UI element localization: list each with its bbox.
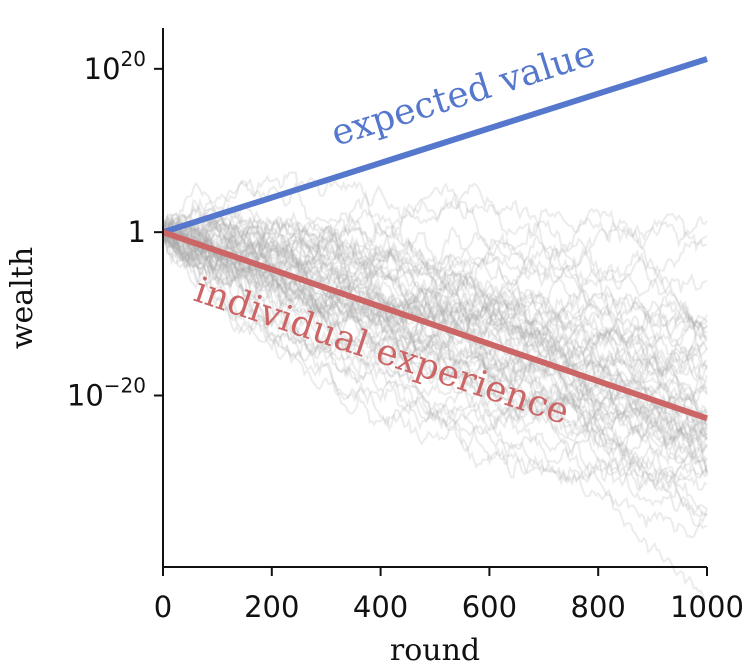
x-tick-label: 0 <box>154 590 172 624</box>
simulated-path <box>163 222 708 456</box>
simulated-path <box>162 177 708 392</box>
simulated-path <box>162 211 708 435</box>
simulated-path <box>162 222 708 416</box>
simulated-path <box>162 182 708 381</box>
simulated-path <box>162 207 708 298</box>
series-lines <box>162 56 708 422</box>
simulated-path <box>162 212 708 416</box>
simulated-path <box>162 229 708 458</box>
simulated-path <box>162 205 708 383</box>
simulated-path <box>162 231 708 539</box>
simulated-path <box>162 215 708 425</box>
simulated-path <box>162 231 708 454</box>
simulated-path <box>162 212 708 473</box>
simulated-path <box>162 219 708 490</box>
simulated-path <box>162 218 708 327</box>
simulated-path <box>162 231 708 434</box>
simulated-path <box>162 213 708 427</box>
simulated-path <box>162 216 708 418</box>
x-tick-label: 1000 <box>670 590 744 624</box>
simulated-path <box>162 219 708 350</box>
simulated-path <box>162 220 708 365</box>
simulated-path <box>162 212 708 491</box>
simulated-path <box>162 228 708 487</box>
simulated-path <box>162 228 708 436</box>
x-tick-label: 200 <box>244 590 299 624</box>
simulated-path <box>162 228 708 344</box>
simulated-path <box>162 231 708 465</box>
x-axis-label: round <box>390 633 480 668</box>
simulated-path <box>162 182 708 268</box>
simulated-path <box>162 202 708 422</box>
simulated-paths <box>162 171 708 606</box>
y-tick-label: 10−20 <box>67 374 146 413</box>
simulated-path <box>162 228 708 517</box>
x-tick-label: 800 <box>571 590 626 624</box>
simulated-path <box>162 229 708 437</box>
x-tick-label: 400 <box>353 590 408 624</box>
simulated-path <box>162 220 708 344</box>
simulated-path <box>162 219 708 351</box>
series-line-individual-experience <box>162 229 708 422</box>
y-tick-label: 1 <box>128 215 146 249</box>
axes <box>162 28 707 568</box>
series-line-expected-value <box>162 56 708 236</box>
simulated-path <box>162 182 708 282</box>
simulated-path <box>162 218 708 455</box>
simulated-path <box>162 220 708 390</box>
simulated-path <box>162 219 708 450</box>
y-axis-label: wealth <box>5 247 40 349</box>
y-tick-label: 1020 <box>84 47 146 86</box>
simulated-path <box>162 212 708 448</box>
simulated-path <box>162 184 708 341</box>
simulated-path <box>162 225 708 435</box>
ticks: 0 200 400 600 800 1000 1020 1 10−20 <box>67 47 744 624</box>
simulated-path <box>162 231 708 370</box>
simulated-path <box>162 171 708 336</box>
simulated-path <box>162 214 708 339</box>
simulated-path <box>162 216 708 367</box>
simulated-path <box>162 231 708 510</box>
simulated-path <box>162 231 708 606</box>
simulated-path <box>162 221 708 359</box>
x-tick-label: 600 <box>462 590 517 624</box>
simulated-path <box>162 215 708 490</box>
simulated-path <box>162 210 708 461</box>
